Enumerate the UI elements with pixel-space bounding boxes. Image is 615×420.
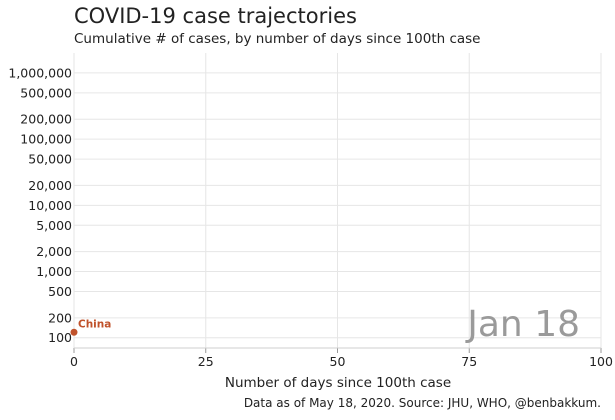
x-tick-label: 75 — [461, 354, 477, 369]
y-tick-label: 10,000 — [28, 198, 72, 213]
x-tick-label: 0 — [70, 354, 78, 369]
series-point — [70, 328, 78, 336]
axis-ticks: 1002005001,0002,0005,00010,00020,00050,0… — [8, 65, 613, 369]
y-tick-label: 100 — [48, 330, 72, 345]
y-tick-label: 50,000 — [28, 152, 72, 167]
series-label: China — [78, 318, 111, 330]
y-tick-label: 20,000 — [28, 178, 72, 193]
chart-subtitle: Cumulative # of cases, by number of days… — [74, 31, 481, 47]
y-tick-label: 1,000 — [36, 264, 72, 279]
y-tick-label: 500,000 — [20, 85, 72, 100]
y-tick-label: 200 — [48, 310, 72, 325]
y-tick-label: 500 — [48, 284, 72, 299]
chart-caption: Data as of May 18, 2020. Source: JHU, WH… — [243, 396, 601, 410]
y-tick-label: 1,000,000 — [8, 65, 72, 80]
x-tick-label: 100 — [589, 354, 613, 369]
grid-lines — [73, 53, 602, 348]
x-tick-label: 25 — [198, 354, 214, 369]
y-tick-label: 200,000 — [20, 112, 72, 127]
y-tick-label: 2,000 — [36, 244, 72, 259]
date-stamp: Jan 18 — [465, 304, 580, 345]
series-layer: China — [70, 318, 111, 336]
x-tick-label: 50 — [330, 354, 346, 369]
chart-title: COVID-19 case trajectories — [74, 4, 357, 28]
y-tick-label: 5,000 — [36, 218, 72, 233]
x-axis-title: Number of days since 100th case — [225, 375, 451, 391]
y-tick-label: 100,000 — [20, 132, 72, 147]
